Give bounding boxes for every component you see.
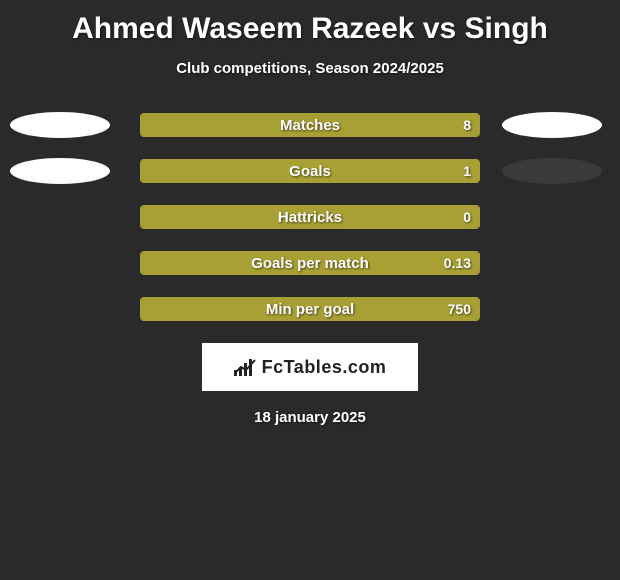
ellipse-left-icon — [10, 112, 110, 138]
stat-row: Goals1 — [0, 159, 620, 183]
ellipse-right-icon — [502, 158, 602, 184]
stat-bar: Min per goal750 — [140, 297, 480, 321]
bar-fill — [141, 252, 479, 274]
stat-row: Min per goal750 — [0, 297, 620, 321]
page-title: Ahmed Waseem Razeek vs Singh — [0, 0, 620, 46]
ellipse-right-icon — [502, 112, 602, 138]
bar-fill — [141, 114, 479, 136]
stat-row: Goals per match0.13 — [0, 251, 620, 275]
stat-bar: Goals1 — [140, 159, 480, 183]
bar-fill — [141, 298, 479, 320]
logo-box: FcTables.com — [202, 343, 418, 391]
stat-row: Hattricks0 — [0, 205, 620, 229]
stat-row: Matches8 — [0, 113, 620, 137]
stat-bar: Matches8 — [140, 113, 480, 137]
date-text: 18 january 2025 — [0, 409, 620, 426]
stat-rows-container: Matches8 Goals1 Hattricks0 Goals per match0… — [0, 113, 620, 321]
ellipse-left-icon — [10, 158, 110, 184]
bar-fill — [141, 160, 479, 182]
stat-bar: Hattricks0 — [140, 205, 480, 229]
stat-bar: Goals per match0.13 — [140, 251, 480, 275]
bar-fill — [141, 206, 479, 228]
logo-text: FcTables.com — [262, 357, 387, 378]
subtitle: Club competitions, Season 2024/2025 — [0, 60, 620, 77]
chart-icon — [234, 358, 256, 376]
